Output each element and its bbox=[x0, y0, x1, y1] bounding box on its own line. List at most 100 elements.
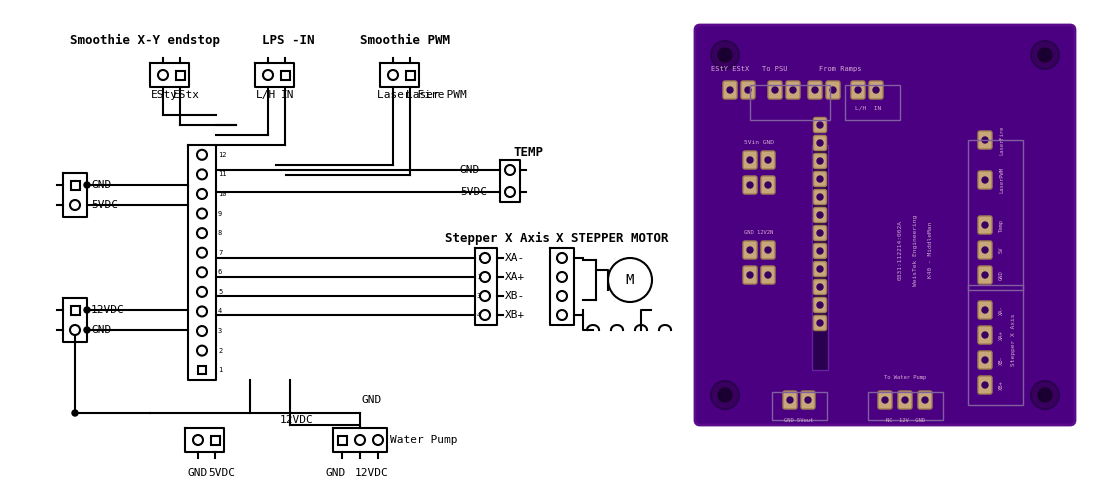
Text: To Water Pump: To Water Pump bbox=[884, 375, 926, 380]
Circle shape bbox=[83, 327, 90, 333]
FancyBboxPatch shape bbox=[878, 391, 892, 409]
Circle shape bbox=[982, 332, 988, 338]
FancyBboxPatch shape bbox=[814, 244, 827, 258]
Circle shape bbox=[747, 182, 754, 188]
Bar bbox=[968, 140, 1023, 290]
Circle shape bbox=[830, 87, 836, 93]
FancyBboxPatch shape bbox=[814, 225, 827, 241]
Text: L/H  IN: L/H IN bbox=[855, 105, 881, 110]
Circle shape bbox=[902, 397, 908, 403]
FancyBboxPatch shape bbox=[978, 171, 992, 189]
FancyBboxPatch shape bbox=[869, 81, 883, 99]
Circle shape bbox=[1038, 388, 1052, 402]
Text: 2: 2 bbox=[218, 348, 223, 353]
FancyBboxPatch shape bbox=[898, 391, 912, 409]
FancyBboxPatch shape bbox=[808, 81, 823, 99]
FancyBboxPatch shape bbox=[801, 391, 815, 409]
Text: 5VDC: 5VDC bbox=[208, 468, 235, 478]
Circle shape bbox=[817, 230, 823, 236]
Bar bbox=[772, 392, 827, 420]
Text: IN: IN bbox=[280, 90, 295, 100]
Text: K40 - MiddleMan: K40 - MiddleMan bbox=[927, 222, 933, 278]
Circle shape bbox=[805, 397, 811, 403]
Text: From Ramps: From Ramps bbox=[819, 66, 861, 72]
FancyBboxPatch shape bbox=[814, 172, 827, 186]
Circle shape bbox=[982, 307, 988, 313]
Circle shape bbox=[873, 87, 879, 93]
Text: 4: 4 bbox=[477, 312, 481, 318]
Text: To PSU: To PSU bbox=[762, 66, 788, 72]
Circle shape bbox=[817, 212, 823, 218]
Circle shape bbox=[727, 87, 733, 93]
Text: 12VDC: 12VDC bbox=[280, 415, 314, 425]
Circle shape bbox=[817, 122, 823, 128]
FancyBboxPatch shape bbox=[741, 81, 755, 99]
Bar bbox=[868, 392, 943, 420]
Circle shape bbox=[982, 357, 988, 363]
Circle shape bbox=[1031, 41, 1058, 69]
Text: EStY EStX: EStY EStX bbox=[711, 66, 749, 72]
FancyBboxPatch shape bbox=[978, 131, 992, 149]
Text: L/H: L/H bbox=[256, 90, 276, 100]
Text: 3: 3 bbox=[477, 293, 481, 299]
Text: EStx: EStx bbox=[173, 90, 200, 100]
FancyBboxPatch shape bbox=[761, 241, 775, 259]
FancyBboxPatch shape bbox=[918, 391, 932, 409]
Text: GND: GND bbox=[362, 395, 382, 405]
Circle shape bbox=[982, 382, 988, 388]
Bar bbox=[176, 70, 185, 79]
Text: 7: 7 bbox=[218, 250, 223, 256]
Bar bbox=[968, 285, 1023, 405]
Circle shape bbox=[787, 397, 792, 403]
Text: Laser Fire: Laser Fire bbox=[377, 90, 444, 100]
FancyBboxPatch shape bbox=[851, 81, 865, 99]
Text: 5Vin GND: 5Vin GND bbox=[743, 140, 774, 145]
FancyBboxPatch shape bbox=[814, 117, 827, 133]
FancyBboxPatch shape bbox=[978, 376, 992, 394]
Text: GND: GND bbox=[91, 180, 111, 190]
FancyBboxPatch shape bbox=[761, 266, 775, 284]
Circle shape bbox=[982, 222, 988, 228]
Circle shape bbox=[817, 248, 823, 254]
Circle shape bbox=[982, 247, 988, 253]
FancyBboxPatch shape bbox=[814, 208, 827, 222]
Text: LaserPWM: LaserPWM bbox=[999, 167, 1004, 193]
FancyBboxPatch shape bbox=[814, 153, 827, 169]
FancyBboxPatch shape bbox=[978, 266, 992, 284]
Circle shape bbox=[817, 284, 823, 290]
FancyBboxPatch shape bbox=[768, 81, 782, 99]
Circle shape bbox=[790, 87, 796, 93]
Text: WeisTek Engineering: WeisTek Engineering bbox=[913, 214, 917, 285]
FancyBboxPatch shape bbox=[978, 241, 992, 259]
FancyBboxPatch shape bbox=[826, 81, 840, 99]
Text: 5VDC: 5VDC bbox=[460, 187, 487, 197]
Text: Water Pump: Water Pump bbox=[390, 435, 457, 445]
Text: 9: 9 bbox=[218, 211, 223, 216]
Text: XA+: XA+ bbox=[505, 272, 525, 282]
Circle shape bbox=[765, 182, 771, 188]
Text: 8: 8 bbox=[218, 230, 223, 236]
Text: LPS -IN: LPS -IN bbox=[262, 34, 315, 46]
FancyBboxPatch shape bbox=[978, 301, 992, 319]
Text: GND: GND bbox=[325, 468, 345, 478]
Circle shape bbox=[718, 48, 732, 62]
FancyBboxPatch shape bbox=[978, 326, 992, 344]
Circle shape bbox=[747, 157, 754, 163]
Text: 2: 2 bbox=[477, 274, 481, 280]
Text: 12VDC: 12VDC bbox=[355, 468, 388, 478]
Circle shape bbox=[83, 182, 90, 188]
Bar bbox=[845, 85, 900, 120]
Text: Smoothie PWM: Smoothie PWM bbox=[359, 34, 450, 46]
FancyBboxPatch shape bbox=[814, 261, 827, 277]
FancyBboxPatch shape bbox=[814, 189, 827, 205]
FancyBboxPatch shape bbox=[786, 81, 800, 99]
Circle shape bbox=[711, 41, 739, 69]
Text: 10: 10 bbox=[218, 191, 227, 197]
Text: 1: 1 bbox=[477, 255, 481, 261]
Text: Stepper X Axis: Stepper X Axis bbox=[445, 231, 550, 245]
Bar bbox=[750, 85, 830, 120]
Text: 5: 5 bbox=[218, 289, 223, 295]
Circle shape bbox=[817, 140, 823, 146]
Text: GND: GND bbox=[188, 468, 208, 478]
Circle shape bbox=[1031, 381, 1058, 409]
